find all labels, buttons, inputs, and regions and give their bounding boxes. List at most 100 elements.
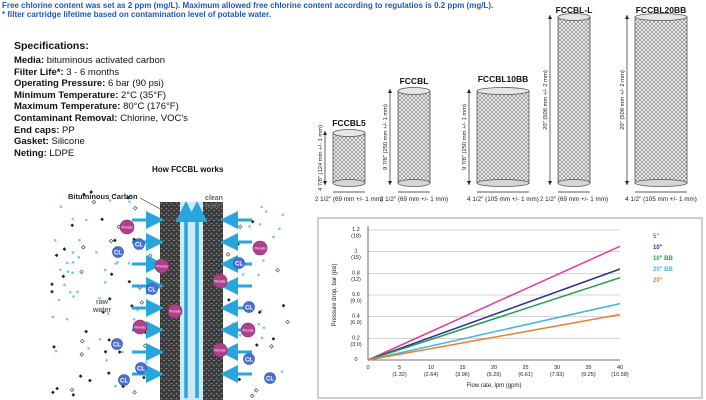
water-droplet: [127, 261, 131, 265]
spec-max-temperature: Maximum Temperature: 80°C (176°F): [14, 101, 188, 113]
cartridge-fccbl: FCCBL 9 7/8" (250 mm +/- 1 mm) 2 1/2" (69 …: [380, 76, 448, 203]
water-droplet: [98, 296, 101, 300]
water-droplet: [264, 210, 268, 213]
water-droplet: [103, 281, 107, 284]
chart-layer: 0 0.2(3.0) 0.4(6.0) 0.6(9.0) 0.8(12) 1(15) 1.2…: [332, 226, 674, 389]
dirt-particle: [91, 199, 97, 205]
carbon-particle: [51, 390, 55, 395]
carbon-particle: [227, 298, 231, 302]
spec-value: 3 - 6 months: [63, 66, 120, 78]
pressure-drop-chart: 0 0.2(3.0) 0.4(6.0) 0.6(9.0) 0.8(12) 1(15) 1.2…: [317, 217, 703, 399]
carbon-particle: [70, 223, 75, 228]
chlorine-circle: [264, 372, 276, 384]
carbon-particle: [107, 296, 112, 301]
y-tick-sublabel: (12): [351, 277, 361, 283]
legend-entry: 5": [653, 234, 659, 240]
dirt-particle: [237, 224, 243, 229]
chlorine-label: CL: [137, 367, 145, 373]
carbon-particle: [71, 393, 76, 397]
cartridge-layer: FCCBL5 4 7/8" (124 mm +/- 1 mm) 2 1/2" (69…: [315, 5, 697, 203]
phenol-molecule: Phenols: [212, 342, 228, 358]
chlorine-molecule: CL: [112, 246, 124, 258]
water-droplet: [113, 193, 117, 197]
spec-value: PP: [59, 124, 75, 136]
right-carbon-wall: [203, 202, 223, 400]
spec-end-caps: End caps: PP: [14, 125, 188, 137]
x-tick-sublabel: (10.58): [611, 372, 629, 378]
y-tick-sublabel: (3.0): [350, 342, 361, 348]
water-droplet: [78, 238, 81, 242]
water-droplet: [278, 227, 281, 231]
filter-core: [180, 202, 203, 400]
cartridge-top-cap: [634, 13, 688, 21]
dirt-particle: [225, 252, 231, 257]
water-droplet: [238, 333, 242, 337]
chlorine-circle: [118, 374, 130, 386]
dirt-particle: [147, 253, 153, 259]
phenol-molecule: Phenols: [252, 240, 268, 256]
y-tick-sublabel: (9.0): [350, 299, 361, 305]
cartridge-name: FCCBL-L: [556, 5, 593, 15]
chlorine-label: CL: [245, 306, 253, 312]
spec-key: Neting:: [14, 147, 47, 159]
x-tick-label: 30: [554, 365, 560, 371]
spec-contaminant-removal: Contaminant Removal: Chlorine, VOC's: [14, 113, 188, 125]
carbon-particle: [84, 329, 88, 334]
height-arrow-top: [323, 131, 327, 135]
height-arrow-top: [625, 15, 629, 19]
chlorine-molecule: CL: [243, 353, 255, 365]
phenol-molecule: Phenols: [212, 273, 228, 289]
carbon-particle: [88, 378, 92, 383]
water-droplet: [63, 283, 66, 287]
water-droplet: [145, 361, 148, 364]
water-droplet: [95, 251, 98, 254]
cartridge-body: [332, 132, 366, 184]
cartridge-height-label: 20" (508 mm +/- 2 mm): [620, 70, 626, 130]
carbon-particle: [62, 247, 67, 251]
left-carbon-wall: [160, 202, 180, 400]
spec-key: Gasket:: [14, 136, 49, 148]
x-tick-label: 25: [522, 365, 528, 371]
cartridge-diameter-label: 4 1/2" (105 mm +/- 1 mm): [625, 196, 697, 203]
series-line: [367, 268, 621, 361]
phenol-label: Phenols: [254, 247, 266, 251]
carbon-particle: [109, 272, 114, 277]
phenol-label: Phenols: [169, 310, 181, 314]
water-droplet: [105, 358, 108, 362]
carbon-particle: [54, 253, 59, 258]
dirt-particle: [254, 388, 259, 393]
carbon-particle: [117, 350, 122, 354]
water-droplet: [71, 271, 74, 274]
cartridge-name: FCCBL20BB: [636, 5, 687, 15]
water-droplet: [65, 261, 69, 265]
carbon-particle: [106, 371, 111, 375]
chlorine-label: CL: [135, 243, 143, 249]
dirt-particle: [80, 338, 85, 344]
cartridge-size-drawings: FCCBL5 4 7/8" (124 mm +/- 1 mm) 2 1/2" (69…: [315, 5, 697, 203]
clean-water-label: clean: [205, 195, 223, 202]
chlorine-label: CL: [235, 262, 243, 268]
height-arrow-bottom: [548, 181, 552, 185]
raw-water-label-2: water: [92, 307, 112, 314]
cartridge-height-label: 9 7/8" (250 mm +/- 1 mm): [383, 104, 389, 170]
cartridge-height-label: 4 7/8" (124 mm +/- 1 mm): [318, 125, 324, 191]
height-arrow-bottom: [625, 181, 629, 185]
water-droplet: [260, 336, 264, 340]
cartridge-bottom-cap: [476, 179, 530, 187]
y-tick-label: 0: [354, 357, 357, 363]
water-droplet: [281, 213, 285, 217]
cartridge-top-cap: [476, 87, 530, 95]
specifications-heading: Specifications:: [14, 40, 89, 52]
phenol-circle: [119, 219, 135, 235]
cartridge-fccbl-l: FCCBL-L 20" (508 mm +/- 2 mm) 2 1/2" (69 m…: [540, 5, 608, 203]
water-droplet: [280, 370, 284, 373]
spec-value: LDPE: [46, 147, 75, 159]
x-axis-label: Flow rate, lpm (gpm): [466, 383, 521, 389]
water-droplet: [98, 337, 102, 341]
y-tick-sublabel: (18): [351, 234, 361, 240]
water-droplet: [121, 350, 124, 354]
dirt-particle: [132, 389, 137, 395]
water-droplet: [262, 326, 266, 330]
water-droplet: [128, 200, 131, 203]
phenol-circle: [252, 240, 268, 256]
